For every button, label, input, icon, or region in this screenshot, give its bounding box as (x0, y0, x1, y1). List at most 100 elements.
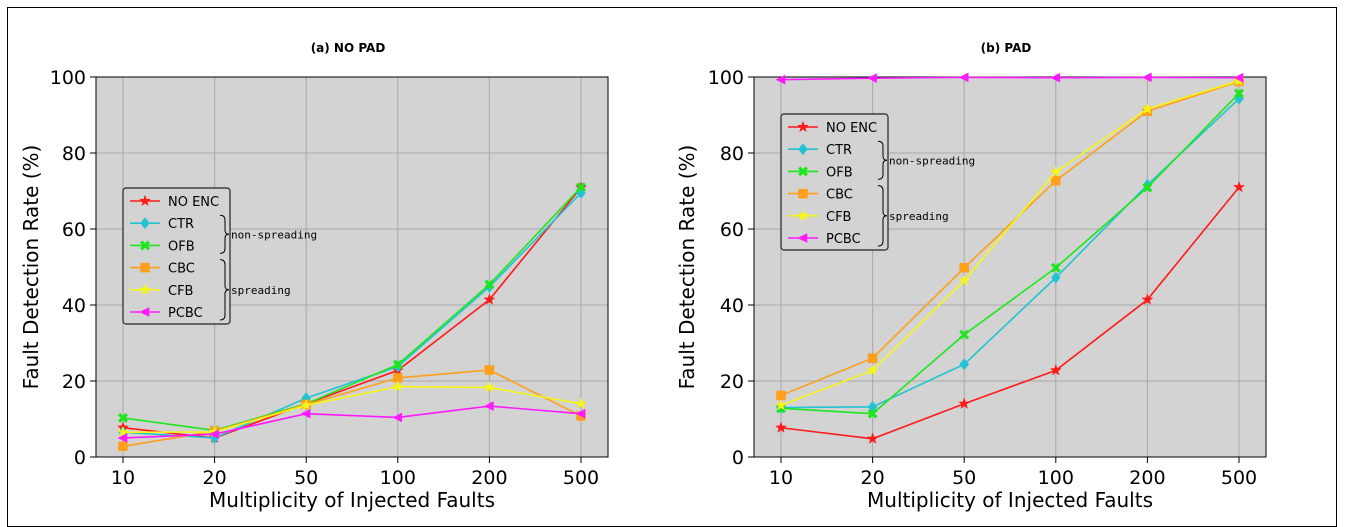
data-point (958, 397, 971, 409)
y-tick-label: 60 (720, 219, 744, 241)
legend-marker (139, 307, 150, 317)
data-point (959, 358, 970, 371)
data-point (1141, 72, 1152, 83)
data-point (867, 73, 877, 84)
legend-label: CBC (168, 262, 195, 277)
data-point (1142, 182, 1153, 193)
x-tick-label: 10 (111, 467, 135, 489)
legend-label: NO ENC (168, 195, 219, 210)
y-tick-label: 0 (74, 447, 86, 469)
y-tick-label: 80 (720, 143, 744, 165)
legend-marker (796, 120, 810, 133)
data-point (575, 182, 587, 193)
y-tick-label: 40 (62, 295, 86, 317)
data-point (1141, 293, 1154, 305)
data-point (958, 274, 971, 286)
legend-marker (798, 143, 808, 156)
data-point (116, 425, 130, 438)
data-point (1232, 180, 1246, 193)
y-tick-label: 100 (708, 67, 744, 89)
x-tick-label: 10 (769, 467, 793, 489)
data-point (392, 412, 403, 423)
chart-panel-a: 10 20 50 100 200 500 0 20 40 60 80 100 (a) NO PAD Mul… (19, 41, 609, 512)
y-tick-label: 20 (62, 371, 86, 393)
legend-marker (140, 262, 150, 273)
series-line (780, 76, 1240, 81)
legend-label: OFB (826, 165, 853, 180)
data-point (959, 329, 970, 340)
legend-marker (796, 209, 810, 221)
y-tick-label: 100 (50, 67, 86, 89)
data-point (958, 72, 969, 83)
data-point (774, 398, 788, 411)
y-axis-label: Fault Detection Rate (%) (675, 145, 699, 390)
data-point (117, 433, 128, 443)
data-point (117, 412, 129, 423)
data-point (1233, 72, 1244, 83)
data-point (300, 398, 313, 411)
legend-group-label: spreading (889, 210, 949, 223)
legend-group-brace (219, 214, 230, 254)
data-point (1050, 262, 1061, 273)
data-point (1141, 102, 1154, 115)
data-point (300, 408, 311, 419)
series-cfb (116, 380, 588, 438)
data-point (575, 408, 586, 419)
data-point (1050, 72, 1061, 83)
data-point (391, 380, 404, 392)
chart-title: (b) PAD (981, 41, 1032, 55)
legend-label: CFB (168, 284, 193, 299)
legend-label: CTR (168, 217, 194, 232)
series-no-enc (774, 180, 1246, 444)
series-line (780, 92, 1240, 415)
data-point (393, 373, 403, 383)
y-tick-label: 20 (720, 371, 744, 393)
series-line (122, 186, 582, 432)
x-tick-label: 50 (294, 467, 318, 489)
series-line (780, 80, 1240, 397)
legend-group-label: spreading (231, 284, 291, 297)
y-tick-label: 60 (62, 219, 86, 241)
data-point (1049, 165, 1062, 178)
series-line (122, 405, 582, 439)
data-point (209, 429, 219, 440)
legend-label: CBC (826, 188, 853, 203)
data-point (959, 263, 969, 273)
legend-label: CFB (826, 210, 851, 225)
chart-title: (a) NO PAD (311, 41, 386, 55)
y-tick-label: 0 (732, 447, 744, 469)
y-axis-label: Fault Detection Rate (%) (19, 145, 43, 390)
data-point (1233, 88, 1245, 99)
legend-label: NO ENC (826, 121, 877, 136)
x-tick-label: 20 (861, 467, 885, 489)
x-tick-label: 200 (1129, 467, 1165, 489)
data-point (866, 432, 879, 444)
x-tick-label: 50 (952, 467, 976, 489)
legend-label: PCBC (826, 232, 861, 247)
series-line (122, 192, 582, 439)
data-point (1051, 175, 1061, 186)
x-tick-label: 200 (471, 467, 507, 489)
legend: NO ENC CTR OFB CBC CFB PCBC non-spreading sprea… (780, 113, 975, 251)
series-cfb (774, 74, 1246, 411)
data-point (483, 381, 496, 393)
legend-group-brace (219, 259, 230, 321)
legend-group-label: non-spreading (231, 228, 317, 241)
data-point (1050, 271, 1061, 284)
legend-group-label: non-spreading (889, 154, 975, 167)
data-point (484, 365, 495, 375)
x-tick-label: 500 (1221, 467, 1257, 489)
data-point (574, 397, 588, 409)
series-pcbc (117, 401, 586, 443)
data-point (483, 293, 496, 305)
y-tick-label: 40 (720, 295, 744, 317)
legend-marker (798, 188, 808, 199)
data-point (776, 390, 786, 401)
legend-marker (139, 240, 151, 251)
legend-group-brace (877, 185, 888, 247)
data-point (867, 353, 878, 363)
x-axis-label: Multiplicity of Injected Faults (867, 488, 1153, 512)
x-tick-label: 100 (380, 467, 416, 489)
legend-label: OFB (168, 239, 195, 254)
